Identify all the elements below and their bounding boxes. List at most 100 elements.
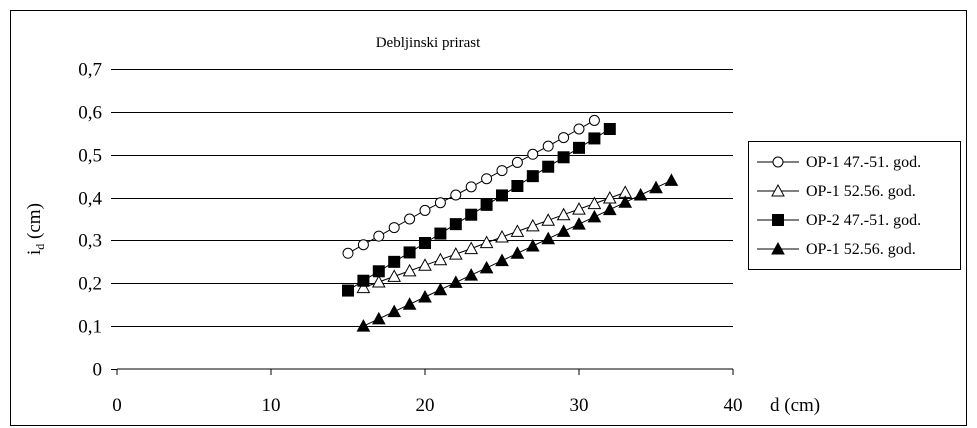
y-tick-label: 0 [93, 360, 103, 381]
data-point [357, 274, 370, 287]
data-point [542, 160, 555, 173]
data-point [464, 241, 479, 255]
data-point [433, 252, 448, 266]
y-tick-label: 0,3 [78, 231, 102, 252]
data-point [557, 151, 570, 164]
data-point [558, 132, 570, 144]
data-point [541, 213, 556, 226]
data-point [342, 284, 354, 297]
data-point [479, 235, 494, 249]
data-point [495, 253, 509, 267]
y-axis-label-main: i [24, 250, 45, 255]
data-point [356, 319, 371, 332]
y-tick-label: 0,2 [78, 274, 102, 295]
x-axis-label: d (cm) [770, 395, 820, 416]
data-point [388, 255, 401, 268]
data-point [480, 198, 493, 211]
data-point [618, 195, 633, 208]
data-point [649, 180, 663, 194]
data-point [448, 247, 463, 260]
data-point [510, 246, 525, 259]
legend-item: OP-2 47.-51. god. [757, 212, 921, 229]
x-tick-label: 10 [262, 395, 281, 416]
data-point [510, 224, 525, 237]
legend-marker [772, 156, 784, 168]
y-tick-label: 0,6 [78, 103, 102, 124]
data-point [588, 114, 600, 126]
data-point [403, 246, 416, 259]
legend-item: OP-1 52.56. god. [757, 241, 916, 258]
data-point [527, 148, 539, 160]
data-point [419, 237, 431, 249]
data-point [496, 165, 508, 177]
data-point [388, 222, 400, 234]
data-point [587, 196, 602, 210]
data-point [373, 230, 385, 242]
data-point [449, 218, 462, 231]
data-point [479, 260, 494, 274]
y-tick-label: 0,7 [78, 60, 102, 81]
legend-item: OP-1 52.56. god. [757, 183, 916, 200]
x-tick-labels: 0 10 20 30 40 [112, 369, 743, 416]
data-point [356, 280, 371, 294]
data-point [525, 238, 540, 252]
y-tick-labels: 0 0,1 0,2 0,3 0,4 0,5 0,6 0,7 [78, 60, 117, 381]
data-point [603, 123, 616, 135]
legend-label: OP-2 47.-51. god. [806, 212, 921, 229]
data-point [542, 140, 554, 152]
legend-label: OP-1 47.-51. god. [806, 154, 921, 171]
data-point [572, 202, 586, 215]
series-1 [342, 114, 600, 259]
data-point [404, 213, 416, 225]
data-point [572, 217, 586, 230]
legend-label: OP-1 52.56. god. [806, 241, 916, 258]
data-point [418, 258, 432, 271]
data-point [526, 170, 539, 183]
legend-marker [771, 241, 785, 255]
series-4 [356, 173, 679, 332]
data-point [371, 311, 386, 325]
y-axis-label-subscript: d [33, 244, 47, 250]
legend-marker [771, 183, 785, 197]
data-point [573, 123, 585, 135]
legend-item: OP-1 47.-51. god. [757, 154, 921, 171]
data-point [602, 202, 617, 216]
y-axis-label-unit: (cm) [24, 203, 45, 244]
data-point [419, 204, 431, 216]
y-axis-label: id (cm) [24, 203, 47, 255]
data-point [372, 265, 385, 278]
data-point [402, 263, 417, 277]
gridlines [117, 69, 733, 327]
data-point [556, 224, 571, 237]
data-point [525, 218, 540, 232]
y-tick-label: 0,1 [78, 317, 102, 338]
series-2 [356, 185, 633, 294]
data-point [464, 268, 479, 281]
x-tick-label: 30 [570, 395, 589, 416]
data-point [387, 269, 402, 282]
data-point [556, 207, 571, 221]
legend-label: OP-1 52.56. god. [806, 183, 916, 200]
data-point [433, 282, 448, 296]
data-point [481, 173, 493, 185]
data-point [664, 173, 679, 186]
data-point [342, 247, 354, 259]
data-series [342, 114, 679, 332]
data-point [387, 304, 402, 318]
data-point [450, 189, 462, 201]
data-point [465, 181, 477, 193]
x-tick-label: 0 [112, 395, 122, 416]
data-point [448, 275, 463, 288]
data-point [573, 141, 585, 154]
data-point [541, 231, 556, 245]
series-3 [342, 123, 616, 297]
data-point [588, 132, 601, 145]
data-point [495, 229, 509, 243]
data-point [434, 227, 447, 240]
data-point [402, 297, 417, 310]
data-point [496, 189, 508, 202]
y-tick-label: 0,4 [78, 189, 102, 210]
data-point [633, 187, 648, 201]
data-point [357, 239, 369, 251]
